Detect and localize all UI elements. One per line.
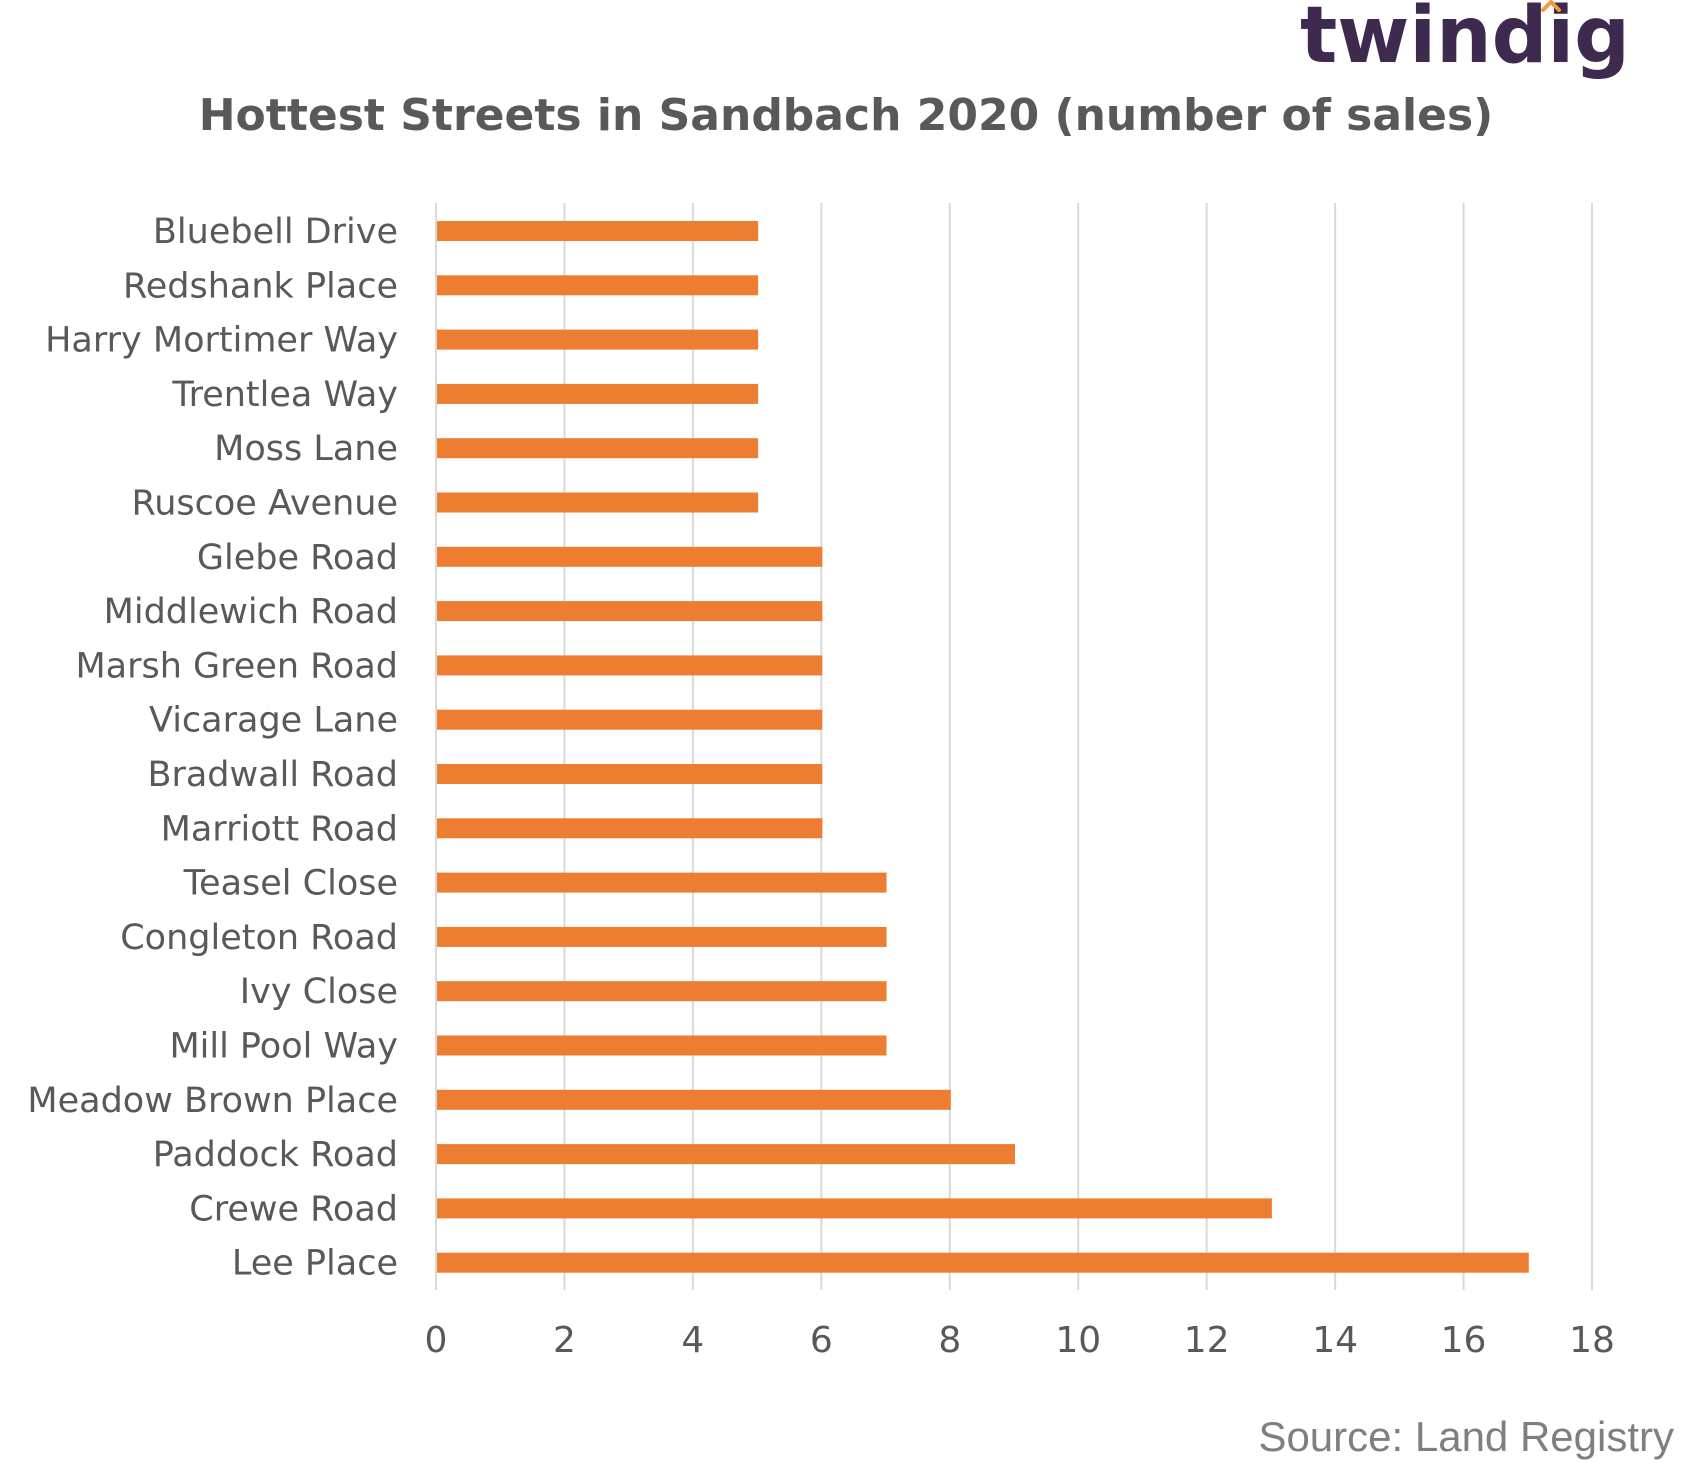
- category-label: Ruscoe Avenue: [131, 484, 398, 524]
- x-tick-label: 12: [1184, 1320, 1230, 1361]
- twindig-logo: twindig: [1300, 0, 1630, 81]
- bar: [437, 1252, 1529, 1273]
- x-tick-label: 0: [425, 1320, 448, 1361]
- bar: [437, 1089, 951, 1110]
- category-label: Teasel Close: [183, 864, 398, 904]
- category-label: Bradwall Road: [147, 755, 398, 795]
- logo-text: twindig: [1300, 0, 1630, 81]
- bar: [437, 872, 887, 893]
- category-labels: Bluebell Drive Redshank Place Harry Mortim…: [27, 212, 398, 1284]
- bar: [437, 1198, 1272, 1219]
- x-tick-label: 16: [1441, 1320, 1487, 1361]
- category-label: Lee Place: [232, 1244, 398, 1284]
- category-label: Meadow Brown Place: [27, 1081, 398, 1121]
- category-label: Middlewich Road: [104, 592, 398, 632]
- x-tick-label: 10: [1055, 1320, 1101, 1361]
- x-tick-label: 6: [810, 1320, 833, 1361]
- bar: [437, 1144, 1015, 1165]
- category-label: Bluebell Drive: [153, 212, 398, 252]
- bar: [437, 709, 823, 730]
- logo-roof-accent-icon: [1541, 0, 1561, 12]
- category-label: Trentlea Way: [171, 375, 398, 415]
- category-label: Ivy Close: [240, 972, 398, 1012]
- x-tick-label: 14: [1312, 1320, 1358, 1361]
- category-label: Paddock Road: [153, 1135, 398, 1175]
- bar: [437, 764, 823, 784]
- x-tick-labels: 0 2 4 6 8 10 12 14 16 18: [425, 1320, 1615, 1361]
- gridlines: [435, 203, 1593, 1290]
- category-label: Glebe Road: [197, 538, 398, 578]
- x-tick-label: 2: [553, 1320, 576, 1361]
- bar: [437, 818, 823, 839]
- bar: [437, 655, 823, 676]
- category-label: Crewe Road: [189, 1189, 398, 1229]
- category-label: Marsh Green Road: [75, 646, 398, 686]
- bar: [437, 438, 759, 459]
- bar: [437, 546, 823, 567]
- category-label: Marriott Road: [161, 809, 398, 849]
- bar: [437, 1035, 887, 1056]
- bar: [437, 221, 759, 241]
- bars: [437, 221, 1529, 1273]
- bar: [437, 981, 887, 1002]
- category-label: Redshank Place: [123, 266, 398, 306]
- category-label: Mill Pool Way: [169, 1027, 398, 1067]
- category-label: Congleton Road: [120, 918, 398, 958]
- x-tick-label: 18: [1569, 1320, 1615, 1361]
- x-tick-label: 8: [938, 1320, 961, 1361]
- source-note: Source: Land Registry: [1258, 1413, 1674, 1460]
- bar: [437, 926, 887, 947]
- x-tick-label: 4: [681, 1320, 704, 1361]
- chart-title: Hottest Streets in Sandbach 2020 (number…: [199, 90, 1494, 141]
- category-label: Harry Mortimer Way: [45, 321, 398, 361]
- category-label: Moss Lane: [214, 429, 398, 469]
- category-label: Vicarage Lane: [149, 701, 398, 741]
- bar: [437, 275, 759, 296]
- bar: [437, 492, 759, 513]
- bar: [437, 329, 759, 350]
- bar: [437, 601, 823, 622]
- bar: [437, 383, 759, 404]
